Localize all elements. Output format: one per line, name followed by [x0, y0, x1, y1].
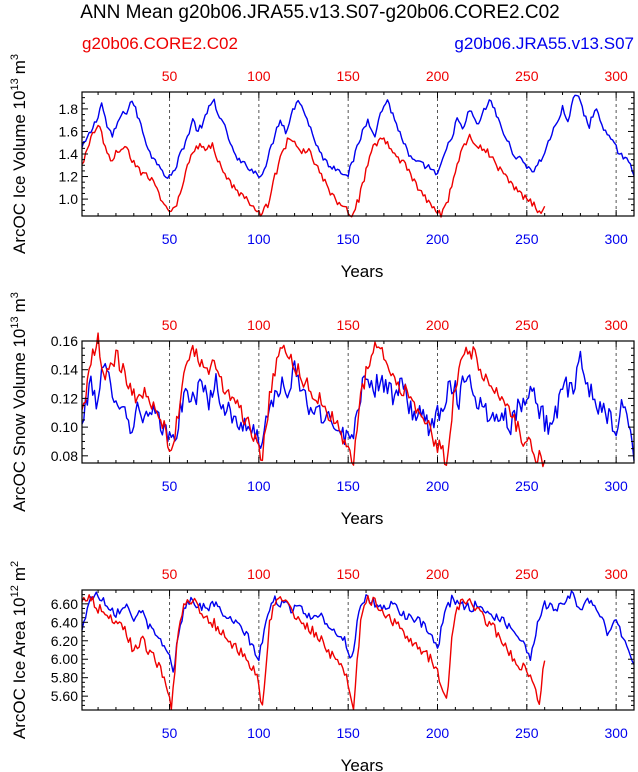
x-tick-label-top: 250	[515, 68, 539, 84]
y-tick-label: 1.4	[59, 146, 79, 162]
x-tick-label-bottom: 200	[426, 231, 450, 247]
x-axis-label: Years	[341, 756, 384, 772]
x-tick-label-bottom: 300	[604, 725, 628, 741]
x-tick-label-bottom: 50	[162, 231, 178, 247]
x-axis-label: Years	[341, 262, 384, 281]
y-axis-label-unit-exp: 3	[9, 54, 21, 60]
x-tick-label-top: 50	[162, 566, 178, 582]
y-axis-label-exp: 13	[9, 78, 21, 90]
plot-frame	[81, 340, 635, 464]
x-tick-label-bottom: 300	[604, 478, 628, 494]
series-line-blue	[81, 590, 635, 673]
panels: 1.01.21.41.61.85050100100150150200200250…	[9, 54, 635, 772]
x-tick-label-bottom: 100	[247, 725, 271, 741]
x-tick-label-bottom: 250	[515, 725, 539, 741]
y-tick-label: 5.80	[51, 670, 78, 686]
plot-frame	[81, 91, 635, 217]
x-tick-label-top: 200	[426, 68, 450, 84]
y-axis-label-unit-exp: 3	[9, 292, 21, 298]
y-axis-label: ArcOC Ice Area 1012 m2	[9, 561, 29, 739]
series-line-blue	[81, 350, 635, 461]
y-tick-label: 6.20	[51, 633, 78, 649]
y-tick-label: 0.14	[51, 362, 78, 378]
legend-case-red: g20b06.CORE2.C02	[82, 34, 238, 53]
y-tick-label: 1.6	[59, 123, 79, 139]
x-tick-label-bottom: 50	[162, 725, 178, 741]
y-tick-label: 6.40	[51, 614, 78, 630]
y-axis-label-unit: m	[10, 567, 29, 581]
x-tick-label-bottom: 150	[336, 478, 360, 494]
x-tick-label-bottom: 250	[515, 478, 539, 494]
x-tick-label-top: 50	[162, 317, 178, 333]
y-axis-label: ArcOC Ice Volume 1013 m3	[9, 54, 29, 254]
y-axis-label-unit: m	[10, 298, 29, 312]
panel-3: 5.60 5.80 6.00 6.20 6.40 6.60 50 50 100 100 150 150…	[9, 561, 635, 772]
x-tick-label-top: 100	[247, 566, 271, 582]
x-tick-label-top: 250	[515, 317, 539, 333]
x-tick-label-top: 50	[162, 68, 178, 84]
y-tick-label: 0.12	[51, 390, 78, 406]
x-axis-label: Years	[341, 509, 384, 528]
x-tick-label-top: 100	[247, 68, 271, 84]
x-tick-label-bottom: 100	[247, 231, 271, 247]
y-tick-label: 0.08	[51, 448, 78, 464]
y-tick-label: 5.60	[51, 688, 78, 704]
y-axis-label-unit-exp: 2	[9, 561, 21, 567]
y-tick-label: 6.60	[51, 596, 78, 612]
x-tick-label-bottom: 200	[426, 478, 450, 494]
panel-2: 0.08 0.10 0.12 0.14 0.16 50 50 100 100 150 150 200 2…	[9, 292, 635, 528]
series-line-blue	[81, 94, 635, 179]
x-tick-label-top: 200	[426, 317, 450, 333]
x-tick-label-top: 300	[604, 317, 628, 333]
x-tick-label-top: 300	[604, 566, 628, 582]
x-tick-label-top: 100	[247, 317, 271, 333]
x-tick-label-bottom: 150	[336, 231, 360, 247]
y-tick-label: 1.0	[59, 191, 79, 207]
x-tick-label-bottom: 300	[604, 231, 628, 247]
figure-title: ANN Mean g20b06.JRA55.v13.S07-g20b06.COR…	[80, 2, 560, 23]
x-tick-label-top: 200	[426, 566, 450, 582]
x-tick-label-bottom: 100	[247, 478, 271, 494]
y-tick-label: 1.8	[59, 101, 79, 117]
x-tick-label-top: 150	[336, 68, 360, 84]
y-tick-label: 0.10	[51, 419, 78, 435]
panel-1: 1.0 1.2 1.4 1.6 1.8 50 50 100 100 150 150 200 200 250…	[9, 54, 635, 281]
x-tick-label-top: 150	[336, 317, 360, 333]
y-axis-label: ArcOC Snow Volume 1013 m3	[9, 292, 29, 512]
legend-case-blue: g20b06.JRA55.v13.S07	[454, 34, 634, 53]
x-tick-label-bottom: 250	[515, 231, 539, 247]
y-axis-label-exp: 13	[9, 316, 21, 328]
y-axis-label-unit: m	[10, 60, 29, 74]
series-line-red	[81, 332, 546, 468]
x-tick-label-bottom: 150	[336, 725, 360, 741]
series-line-red	[81, 594, 546, 711]
series-line-red	[81, 124, 546, 218]
x-tick-label-top: 150	[336, 566, 360, 582]
x-tick-label-top: 250	[515, 566, 539, 582]
y-tick-label: 1.2	[59, 169, 79, 185]
y-axis-label-base: ArcOC Snow Volume 10	[10, 329, 29, 512]
y-axis-label-base: ArcOC Ice Volume 10	[10, 91, 29, 254]
y-axis-label-base: ArcOC Ice Area 10	[10, 597, 29, 739]
x-tick-label-bottom: 200	[426, 725, 450, 741]
y-tick-label: 6.00	[51, 651, 78, 667]
x-tick-label-top: 300	[604, 68, 628, 84]
y-tick-label: 0.16	[51, 333, 78, 349]
x-tick-label-bottom: 50	[162, 478, 178, 494]
y-axis-label-exp: 12	[9, 585, 21, 597]
